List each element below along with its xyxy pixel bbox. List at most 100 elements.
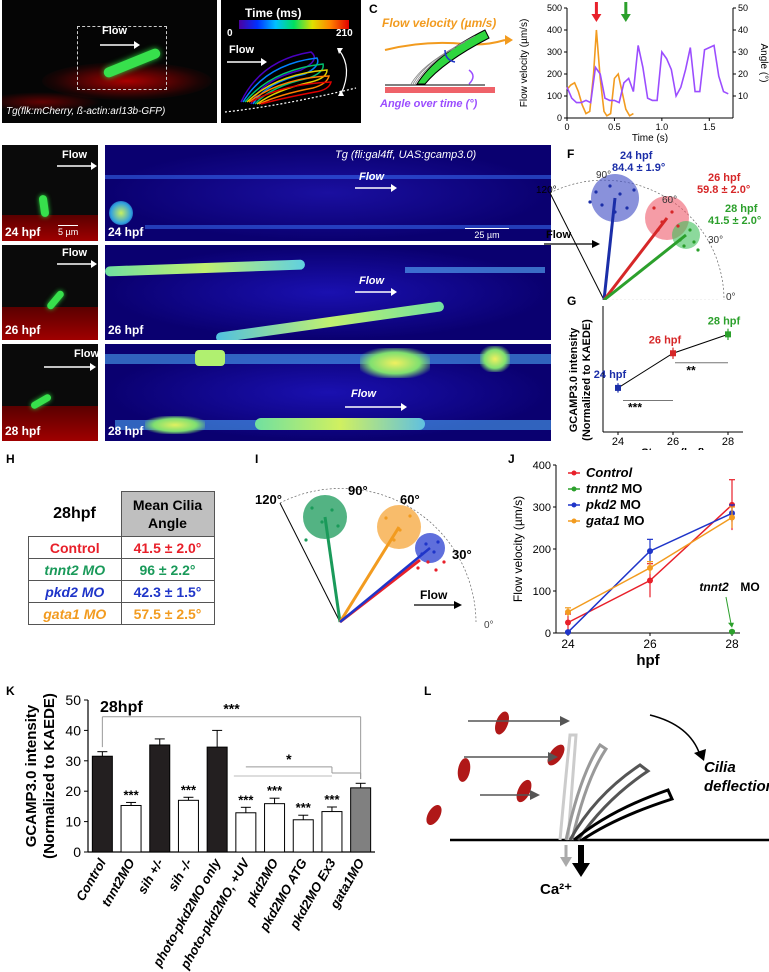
data-point <box>436 540 440 544</box>
panel-label-i: I <box>255 452 259 466</box>
panel-d-flow-26: Flow <box>62 247 88 259</box>
chart-title: 28hpf <box>100 699 143 716</box>
data-point <box>594 190 598 194</box>
y-tick-label: 300 <box>533 502 551 514</box>
data-point <box>615 384 621 391</box>
cilia-deflection-label: Cilia deflection <box>704 759 769 795</box>
polar-plot-f: 120° 90° 60° 30° 0° Flow 24 hpf 84.4 ± 1… <box>536 150 761 300</box>
y-tick-label: 0 <box>557 113 562 123</box>
table-stage: 28hpf <box>53 504 96 522</box>
data-point <box>565 619 571 626</box>
flow-arrow-icon <box>44 363 96 371</box>
colorbar-max: 210 <box>336 28 353 39</box>
y-tick-label: 40 <box>65 722 81 738</box>
polar-i-tick: 90° <box>348 483 368 498</box>
polar-f-tick: 90° <box>596 170 611 181</box>
sig-label-top: *** <box>223 701 240 717</box>
schematic-cilia-deflection <box>426 711 769 877</box>
flow-arrow-icon <box>355 184 397 192</box>
y2-axis-label: Angle (°) <box>758 43 769 82</box>
sig-label: *** <box>267 783 283 798</box>
sig-label: *** <box>181 782 197 797</box>
data-point <box>588 200 592 204</box>
point-label: 24 hpf <box>594 369 627 381</box>
table-cell: tnnt2 MO <box>28 558 122 581</box>
legend-label: gata1 MO <box>585 513 645 528</box>
y-axis-label: GCAMP3.0 intensity <box>23 704 40 847</box>
data-point <box>304 538 308 542</box>
polar-f-flow: Flow <box>546 229 571 241</box>
time-colorbar <box>239 20 349 29</box>
sig-label: *** <box>123 787 139 802</box>
panel-label-c: C <box>369 2 378 16</box>
panel-label-f: F <box>567 147 575 161</box>
data-point <box>696 248 700 252</box>
table-row: gata1 MO 57.5 ± 2.5° <box>28 602 215 625</box>
data-point <box>652 206 656 210</box>
legend-marker <box>571 518 577 524</box>
legend-label: tnnt2 MO <box>586 481 642 496</box>
bar <box>292 819 314 853</box>
polar-f-tick: 0° <box>726 292 736 300</box>
annotation-arrowhead <box>728 622 734 628</box>
sig-label: *** <box>628 401 642 415</box>
bar <box>321 811 343 853</box>
y-tick-label: 400 <box>533 460 551 472</box>
x-axis-label: hpf <box>636 652 660 669</box>
table-row: Control 41.5 ± 2.0° <box>28 536 215 559</box>
panel-e-flow-28: Flow <box>351 388 377 400</box>
y-tick-label: 100 <box>533 586 551 598</box>
y-tick-label: 300 <box>547 47 562 57</box>
panel-label-k: K <box>6 684 15 698</box>
table-cell: 42.3 ± 1.5° <box>120 580 215 603</box>
y-axis-label: Flow velocity (µm/s) <box>511 496 525 602</box>
y-tick-label: 10 <box>65 814 81 830</box>
group-stage: 26 hpf <box>708 172 741 184</box>
scale-bar: 25 µm <box>465 228 509 240</box>
x-tick-label: 24 <box>561 637 575 651</box>
data-point <box>692 240 696 244</box>
cilia-trace-overlay <box>224 48 357 113</box>
y-tick-label: 200 <box>533 544 551 556</box>
polar-f-tick: 60° <box>662 195 677 206</box>
legend-marker <box>571 486 577 492</box>
polar-i-tick: 30° <box>452 547 472 562</box>
data-point <box>310 506 314 510</box>
bar <box>350 787 372 853</box>
data-point <box>688 228 692 232</box>
table-cell: 41.5 ± 2.0° <box>120 536 215 559</box>
data-point <box>647 548 653 555</box>
polar-i-tick: 0° <box>484 620 494 631</box>
stage-label: 24 hpf <box>5 225 41 239</box>
table-row: tnnt2 MO 96 ± 2.2° <box>28 558 215 581</box>
data-point <box>434 568 438 572</box>
y-axis-label-2: (Normalized to KAEDE) <box>41 693 58 859</box>
sig-label: *** <box>324 792 340 807</box>
bar <box>149 744 171 853</box>
x-tick-label: 24 <box>612 436 624 448</box>
x-axis-label: Stages (hpf) <box>641 447 705 450</box>
panel-label-l: L <box>424 684 432 698</box>
panel-label-g: G <box>567 294 577 308</box>
data-point <box>729 628 735 635</box>
bar <box>120 804 142 853</box>
panel-a-caption: Tg(flk:mCherry, ß-actin:arl13b-GFP) <box>6 106 166 117</box>
flow-arrow-icon <box>57 260 97 268</box>
point-label: 28 hpf <box>708 315 741 327</box>
annotation-label-2: MO <box>740 580 759 594</box>
scale-bar: 5 µm <box>58 225 79 237</box>
angle-over-time-text: Angle over time (°) <box>380 98 478 110</box>
data-point <box>424 542 428 546</box>
y-tick-label: 50 <box>65 692 81 708</box>
data-point <box>618 192 622 196</box>
data-point <box>600 203 604 207</box>
colorbar-min: 0 <box>227 28 233 39</box>
data-point <box>565 609 571 615</box>
x-tick-label: 26 <box>667 436 679 448</box>
annotation-label: tnnt2 <box>699 580 729 594</box>
panel-e-24: Tg (fli:gal4ff, UAS:gcamp3.0) Flow 24 hp… <box>105 145 551 241</box>
chart-flow-velocity: 0 100 200 300 400 24 26 28 hpf Flow velocity (µm/… <box>511 460 760 669</box>
legend-label: pkd2 MO <box>585 497 641 512</box>
series-line-1 <box>566 44 729 104</box>
data-point <box>729 514 735 521</box>
